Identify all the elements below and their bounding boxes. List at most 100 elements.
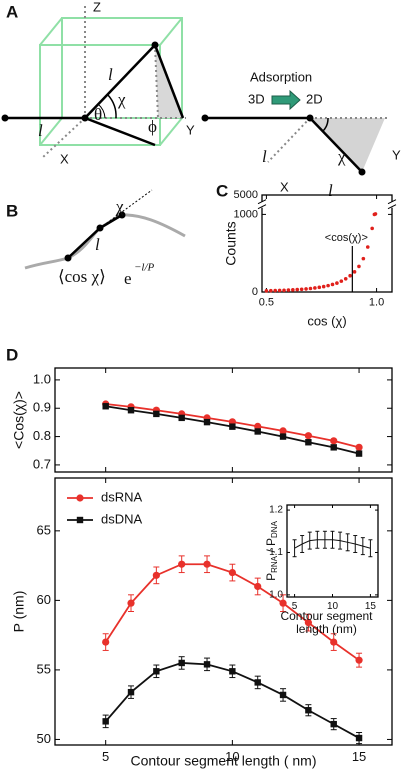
x-axis-label: length (nm) — [296, 622, 357, 636]
x-tick-label: 0.5 — [259, 296, 274, 308]
state-label: 2D — [306, 91, 323, 106]
marker — [254, 422, 262, 430]
point — [295, 287, 300, 292]
x-axis-label: Contour segment length ( nm) — [131, 753, 317, 769]
x-tick-label: 15 — [365, 601, 377, 612]
marker — [330, 437, 338, 445]
segment-label: l — [95, 235, 100, 254]
point — [361, 256, 366, 261]
marker — [279, 427, 287, 435]
marker — [229, 423, 236, 430]
marker — [102, 638, 110, 646]
point — [286, 288, 291, 292]
marker — [254, 428, 261, 435]
point — [308, 286, 313, 291]
point — [330, 282, 335, 287]
marker — [355, 656, 363, 664]
panel-label: A — [6, 2, 18, 21]
y-tick-label: 65 — [37, 522, 51, 537]
marker — [305, 439, 312, 446]
angle-label: χ — [115, 197, 124, 216]
formula-exponent: −l/P — [134, 262, 155, 274]
panel-label: D — [6, 345, 18, 364]
marker — [178, 414, 185, 422]
angle-label: χ — [337, 147, 346, 166]
marker — [127, 688, 135, 696]
point — [304, 287, 308, 291]
marker — [127, 599, 135, 607]
axis-name: Z — [93, 0, 101, 14]
marker — [330, 720, 337, 728]
point — [317, 285, 322, 290]
point — [339, 279, 344, 283]
legend-label: dsDNA — [101, 511, 143, 526]
y-tick-label: 1.1 — [269, 547, 283, 558]
diagram-chain: χ l ⟨cos χ⟩ e −l/P — [24, 189, 186, 288]
axis-name: X — [280, 179, 289, 194]
point — [348, 273, 352, 278]
marker — [153, 410, 160, 418]
axis-name: Y — [186, 122, 195, 137]
plot-frame — [54, 477, 393, 746]
marker — [152, 571, 160, 579]
y-axis-label-part: RNA — [270, 555, 279, 573]
y-axis-label: <Cos(χ)> — [11, 391, 27, 449]
angle-label: θ — [94, 105, 102, 124]
axis-name: X — [60, 151, 69, 166]
point — [373, 212, 378, 216]
y-axis-label: P (nm) — [11, 591, 27, 633]
marker — [279, 599, 287, 607]
axis-name: Y — [392, 147, 401, 162]
point — [264, 289, 269, 293]
x-tick-label: 1.0 — [369, 296, 384, 308]
marker — [102, 403, 109, 410]
marker — [355, 734, 363, 742]
y-tick-label: 5000 — [234, 189, 258, 201]
x-axis-label: Contour segment — [280, 609, 373, 623]
state-label: 3D — [248, 91, 265, 106]
point — [277, 288, 282, 293]
plot-frame — [54, 367, 393, 473]
angle-label: χ — [117, 90, 126, 109]
axis-break — [258, 201, 266, 208]
marker — [305, 707, 312, 714]
marker — [355, 450, 363, 457]
marker — [102, 718, 109, 725]
marker — [279, 433, 287, 440]
formula-base: e — [124, 269, 132, 288]
y-axis-label-part: DNA — [270, 520, 279, 538]
point — [343, 277, 348, 281]
marker — [304, 619, 312, 627]
marker — [203, 418, 211, 426]
y-tick-label: 0.7 — [33, 456, 51, 471]
panel-label: B — [6, 201, 18, 220]
point — [365, 245, 370, 249]
x-tick-label: 5 — [102, 749, 109, 764]
axis-break — [387, 199, 397, 210]
y-tick-label: 0 — [252, 286, 258, 298]
axis-break — [388, 201, 396, 208]
x-tick-label: 10 — [327, 601, 339, 612]
series-line — [105, 405, 360, 455]
segment-label: l — [108, 65, 113, 84]
marker — [279, 691, 287, 699]
marker — [127, 407, 135, 414]
point — [335, 281, 339, 285]
legend-label: dsRNA — [101, 489, 143, 504]
marker — [228, 568, 236, 577]
diagram-2d: l χ Y X l — [201, 114, 401, 200]
y-tick-label: 1.0 — [33, 371, 51, 386]
plot-frame — [261, 194, 393, 293]
marker — [355, 443, 363, 451]
y-tick-label: 1.0 — [269, 590, 283, 601]
point — [370, 226, 374, 231]
marker — [76, 494, 84, 502]
marker — [330, 638, 338, 646]
y-axis-label: PRNA / PDNA — [264, 520, 279, 580]
marker — [178, 560, 186, 568]
inset-background — [287, 505, 378, 597]
point — [299, 287, 304, 292]
marker — [153, 668, 160, 675]
